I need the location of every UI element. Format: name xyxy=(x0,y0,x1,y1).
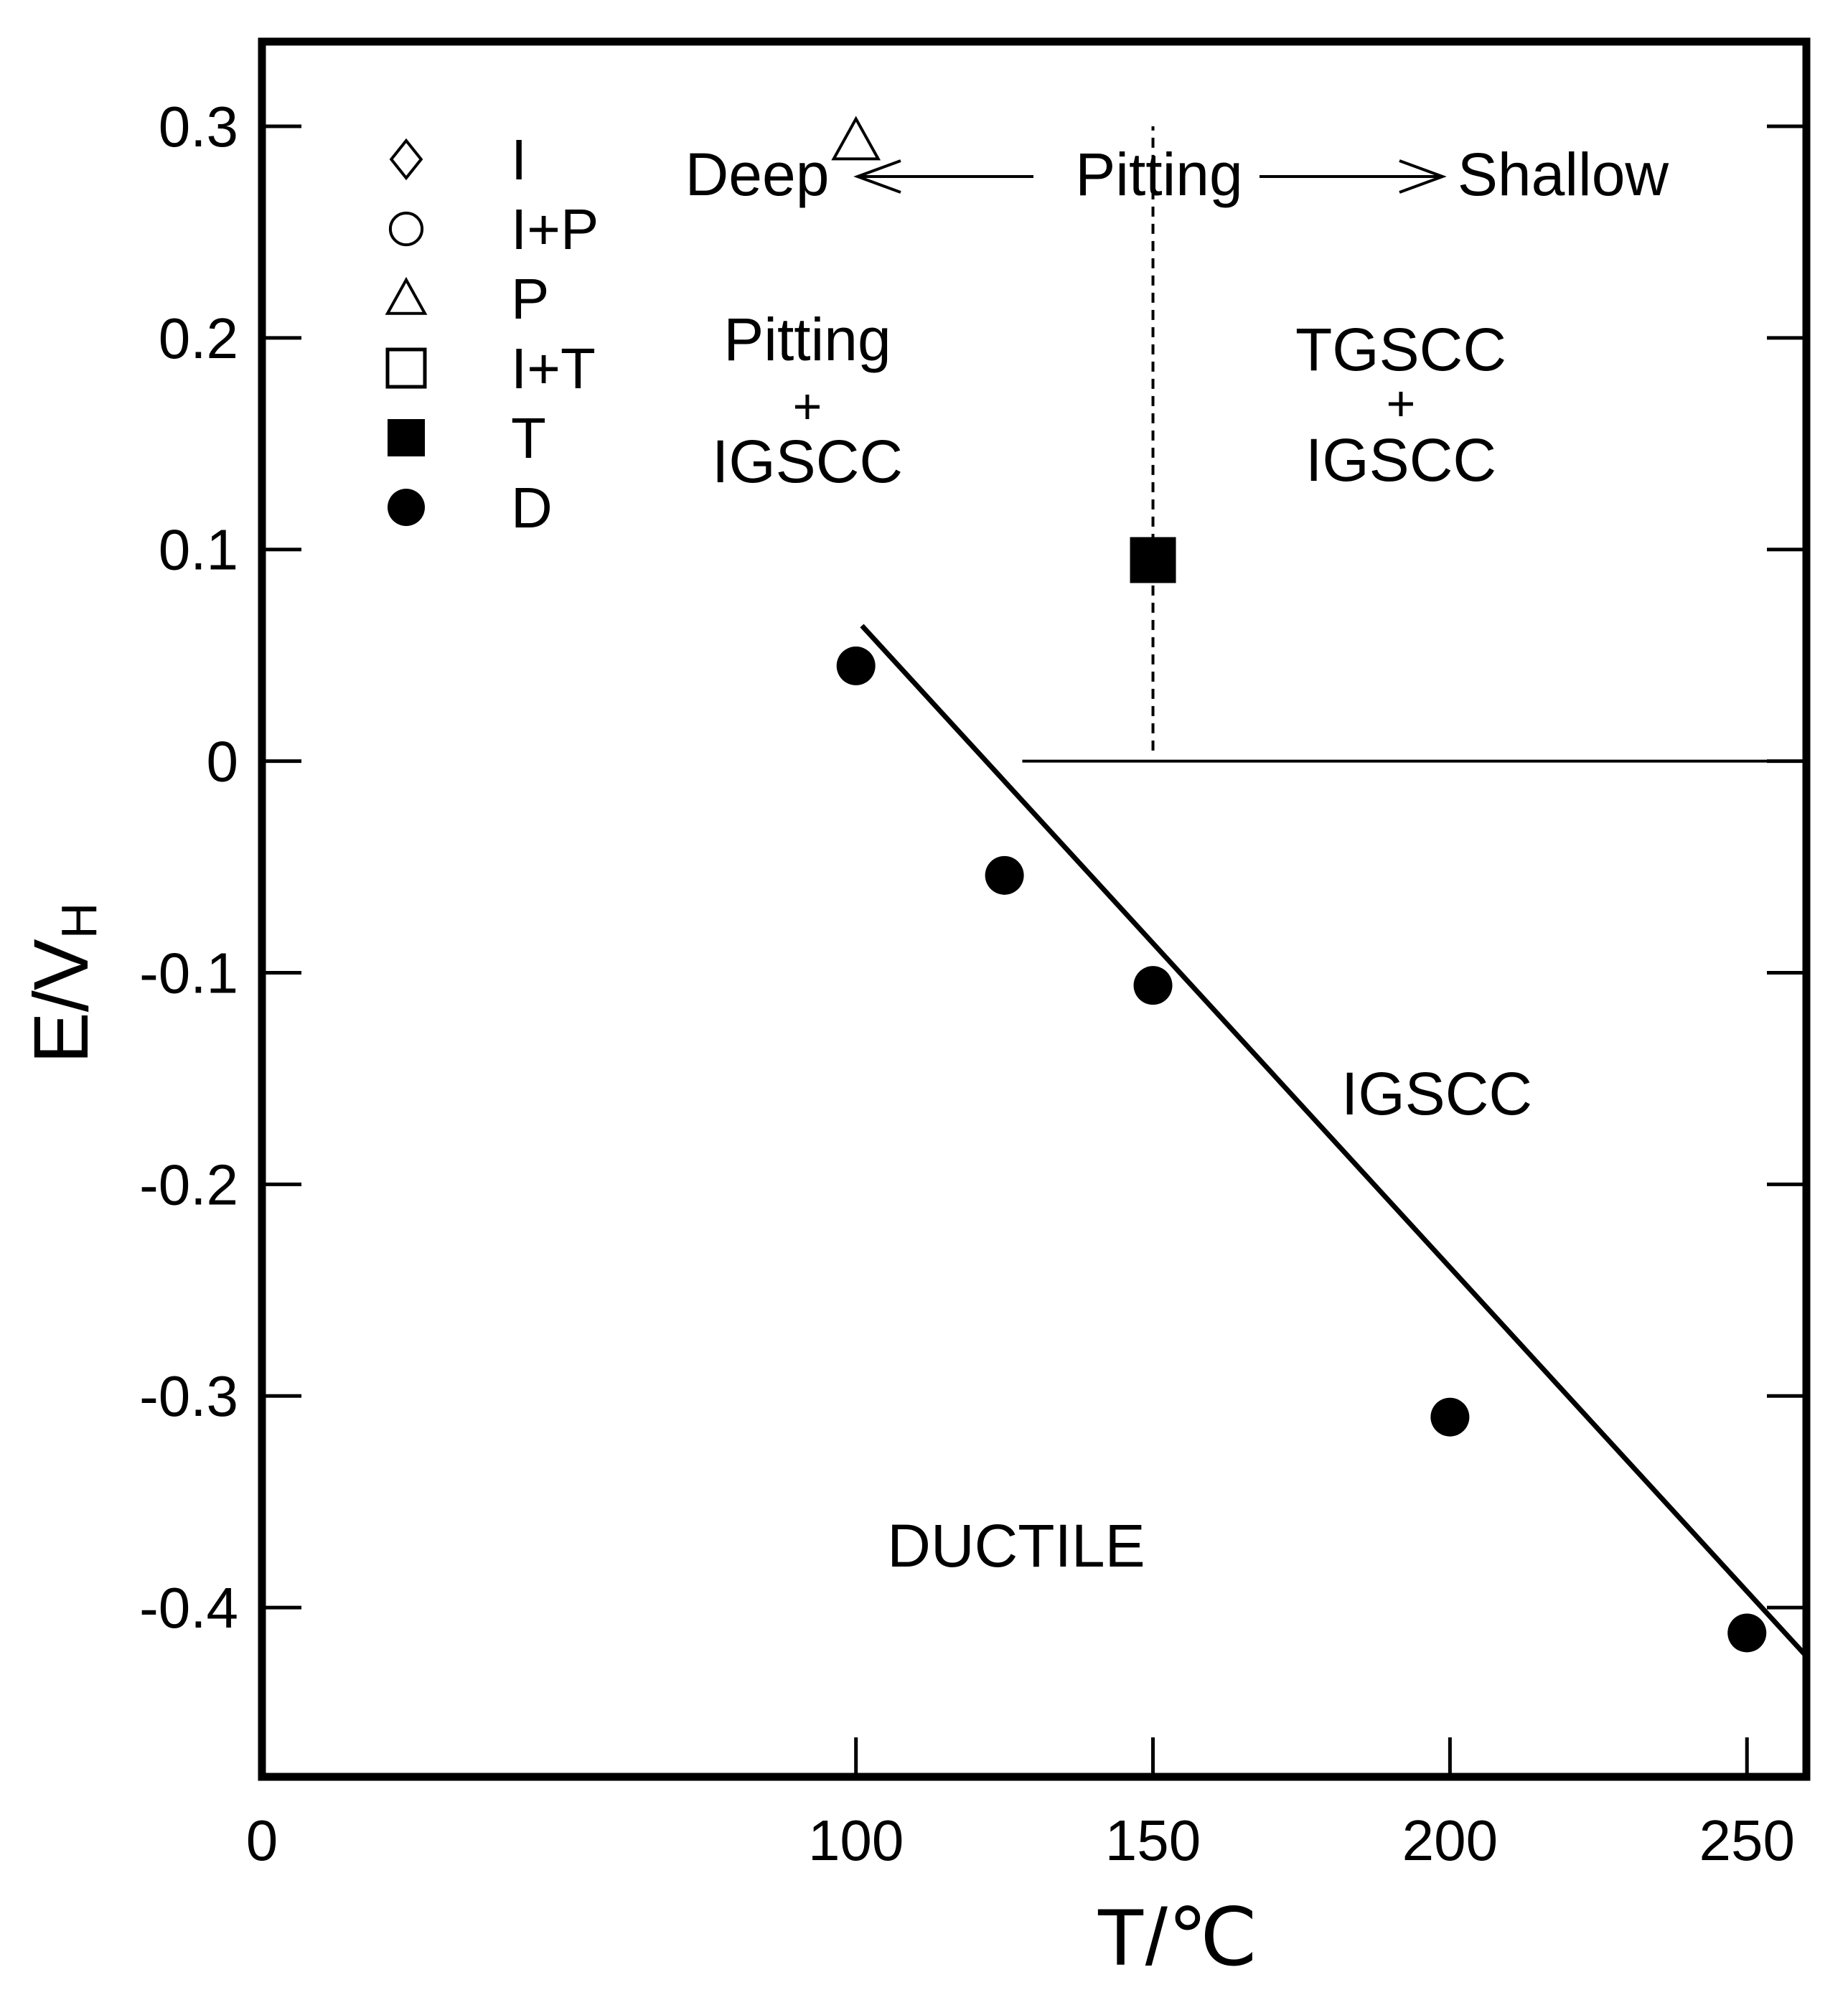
fit-line-group xyxy=(860,624,1809,1658)
y-tick-label: -0.2 xyxy=(139,1153,238,1216)
y-tick-label: 0.1 xyxy=(159,518,238,582)
region-label-tgscc-igscc: TGSCC xyxy=(1295,316,1506,383)
y-tick-label: -0.3 xyxy=(139,1364,238,1428)
legend-label: D xyxy=(511,476,553,540)
legend: II+PPI+TTD xyxy=(385,128,599,540)
legend-label: I+P xyxy=(511,197,599,261)
y-tick-label: -0.4 xyxy=(139,1576,238,1640)
arrow-deep-head xyxy=(853,159,901,194)
y-axis-label-main: E/V xyxy=(17,939,104,1064)
legend-marker xyxy=(388,489,425,526)
data-point-D xyxy=(985,855,1024,895)
axis-ticks: 0.3 0.2 0.1 0 -0.1 -0.2 -0.3 -0.4 0 100 150 200 250 xyxy=(139,95,1806,1872)
data-point-D xyxy=(836,646,876,685)
data-point-D xyxy=(1727,1613,1767,1653)
legend-marker xyxy=(385,347,427,389)
legend-marker xyxy=(388,419,425,456)
region-label-tgscc-igscc: + xyxy=(1387,375,1416,431)
region-label-tgscc-igscc: IGSCC xyxy=(1305,426,1496,494)
data-points xyxy=(831,116,1767,1653)
x-tick-label: 0 xyxy=(246,1808,278,1872)
legend-label: I+T xyxy=(511,337,596,400)
legend-label: I xyxy=(511,128,527,192)
y-tick-label: -0.1 xyxy=(139,941,238,1005)
region-label-pitting-igscc: Pitting xyxy=(723,306,891,373)
data-point-T xyxy=(1130,537,1176,583)
data-point-D xyxy=(1133,966,1173,1005)
legend-marker xyxy=(388,211,424,247)
y-tick-label: 0.2 xyxy=(159,306,238,370)
x-tick-label: 200 xyxy=(1402,1808,1498,1872)
region-label-ductile: DUCTILE xyxy=(887,1512,1145,1579)
region-boundaries xyxy=(1022,126,1806,763)
legend-marker xyxy=(389,138,423,181)
x-tick-label: 100 xyxy=(808,1808,904,1872)
y-axis-label: E/VH xyxy=(17,903,107,1064)
data-point-D xyxy=(1430,1397,1470,1437)
x-tick-label: 250 xyxy=(1699,1808,1794,1872)
annotation-pitting: Pitting xyxy=(1075,141,1242,208)
x-tick-label: 150 xyxy=(1105,1808,1201,1872)
legend-marker xyxy=(385,276,428,315)
arrow-shallow-head xyxy=(1399,159,1447,194)
y-tick-label: 0 xyxy=(207,730,239,794)
fit-line xyxy=(860,624,1809,1658)
y-tick-label: 0.3 xyxy=(159,95,238,159)
legend-label: T xyxy=(511,406,546,470)
data-point-P xyxy=(831,116,881,161)
region-label-pitting-igscc: IGSCC xyxy=(712,428,903,495)
region-label-igscc: IGSCC xyxy=(1341,1060,1532,1127)
region-label-pitting-igscc: + xyxy=(793,378,822,434)
plot-frame xyxy=(258,37,1811,1781)
y-axis-label-subscript: H xyxy=(51,903,107,939)
x-axis-label: T/℃ xyxy=(1096,1892,1257,1982)
annotation-shallow: Shallow xyxy=(1458,141,1669,208)
legend-label: P xyxy=(511,267,549,331)
annotation-deep: Deep xyxy=(685,141,830,208)
